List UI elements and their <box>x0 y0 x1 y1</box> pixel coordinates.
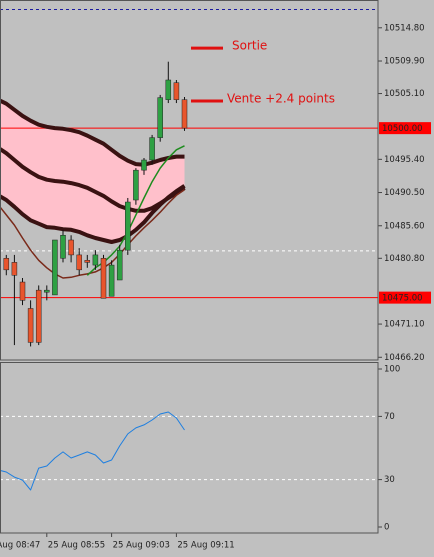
y-tick-label: 30 <box>384 475 395 485</box>
x-tick-label: 25 Aug 08:55 <box>48 541 105 551</box>
y-tick-label: 10485.60 <box>384 221 425 231</box>
y-tick-label: 10466.20 <box>384 353 425 363</box>
x-axis: 25 Aug 08:47 25 Aug 08:55 25 Aug 09:03 25 A… <box>0 541 235 551</box>
line-series <box>0 189 185 279</box>
y-tick-label: 70 <box>384 412 395 422</box>
y-tick-label: 10509.90 <box>384 57 425 67</box>
y-tick-label: 10505.10 <box>384 89 425 99</box>
level-box <box>379 122 431 135</box>
candle-body <box>11 262 18 276</box>
annotation: Sortie <box>232 39 267 53</box>
indicator-panel <box>0 411 378 491</box>
y-tick-label: 10471.10 <box>384 320 425 330</box>
level-label: 10475.00 <box>382 294 423 304</box>
candle-body <box>52 239 58 296</box>
level-label: 10500.00 <box>382 124 423 134</box>
line-series <box>0 98 185 167</box>
candle-body <box>125 201 131 251</box>
y-tick-label: 10514.80 <box>384 23 425 33</box>
line-series <box>0 411 185 491</box>
candle-body <box>92 254 99 266</box>
y-tick-label: 100 <box>384 365 400 375</box>
candle-body <box>76 254 82 271</box>
y-tick-label: 10490.50 <box>384 188 425 198</box>
price-panel: Sortie Vente +2.4 points <box>0 8 378 347</box>
candle-body <box>108 264 115 297</box>
candle-body <box>68 239 74 256</box>
candle-body <box>157 97 163 138</box>
candle-body <box>100 258 107 299</box>
y-tick-label: 10480.80 <box>384 254 425 264</box>
candle-body <box>173 82 180 100</box>
y-tick-label: 10495.40 <box>384 155 425 165</box>
candle-body <box>133 169 139 201</box>
y-tick-label: 0 <box>384 522 389 532</box>
candle-body <box>19 281 26 301</box>
candle-body <box>44 289 50 293</box>
band-fill <box>0 100 185 243</box>
axes: 10500.00 10475.00 10514.80 10509.90 10505.10… <box>46 23 431 537</box>
candle-body <box>84 260 91 263</box>
level-box <box>379 291 431 304</box>
x-tick-label: 25 Aug 08:47 <box>0 541 40 551</box>
candle-body <box>116 249 123 281</box>
candle-body <box>3 258 10 271</box>
candle-body <box>165 79 172 100</box>
candle-body <box>149 137 155 161</box>
line-series <box>0 184 186 244</box>
candle-body <box>181 99 188 129</box>
line-series <box>0 146 186 213</box>
x-tick-label: 25 Aug 09:03 <box>113 541 170 551</box>
indicator-frame <box>0 362 379 534</box>
candle-body <box>141 159 147 171</box>
price-frame <box>0 0 379 361</box>
candle-body <box>35 289 42 343</box>
x-tick-label: 25 Aug 09:11 <box>177 541 234 551</box>
annotation: Vente +2.4 points <box>227 92 335 106</box>
candle-body <box>27 308 34 343</box>
candle-body <box>60 235 66 259</box>
